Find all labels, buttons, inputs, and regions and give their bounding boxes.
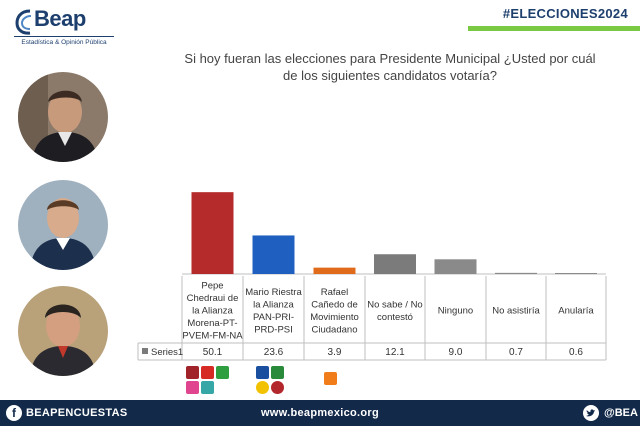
party-logo-fm [186, 381, 199, 394]
value-label-7: 0.6 [569, 347, 583, 358]
bar-2 [252, 235, 295, 274]
category-label-3: Rafael Cañedo de Movimiento Ciudadano [310, 287, 359, 336]
brand-logo: Beap Estadística & Opinión Pública [14, 6, 114, 50]
question-line-1: Si hoy fueran las elecciones para Presid… [184, 51, 596, 66]
series-name: Series1 [151, 347, 183, 358]
twitter-icon[interactable] [583, 405, 599, 421]
party-logo-pt [201, 366, 214, 379]
brand-name: Beap [34, 6, 86, 31]
party-logo-pri [271, 366, 284, 379]
bar-6 [495, 272, 537, 274]
facebook-handle[interactable]: BEAPENCUESTAS [26, 407, 128, 419]
accent-bar [468, 26, 640, 31]
website-link[interactable]: www.beapmexico.org [260, 407, 380, 419]
bar-4 [374, 254, 416, 274]
value-label-1: 50.1 [203, 347, 223, 358]
facebook-icon[interactable]: f [6, 405, 22, 421]
party-logo-pan [256, 366, 269, 379]
category-label-1: Pepe Chedraui de la Alianza Morena-PT-PVEM-… [182, 281, 243, 342]
party-logo-psi [271, 381, 284, 394]
value-label-4: 12.1 [385, 347, 405, 358]
bar-3 [313, 267, 356, 274]
party-logo-prd [256, 381, 269, 394]
category-label-7: Anularía [558, 306, 594, 317]
brand-tagline: Estadística & Opinión Pública [14, 36, 114, 46]
hashtag: #ELECCIONES2024 [502, 6, 628, 21]
twitter-handle[interactable]: @BEA [604, 407, 638, 419]
question-line-2: de los siguientes candidatos votaría? [283, 68, 497, 83]
party-logo-pvem [216, 366, 229, 379]
party-logo-mc [324, 372, 337, 385]
candidate-photo-1 [18, 72, 108, 162]
category-label-4: No sabe / No contestó [367, 299, 422, 323]
party-logo-morena [186, 366, 199, 379]
category-label-6: No asistiría [492, 306, 540, 317]
party-logo-na [201, 381, 214, 394]
candidate-photo-3 [18, 286, 108, 376]
bar-1 [191, 192, 234, 274]
bar-5 [434, 259, 477, 274]
survey-question: Si hoy fueran las elecciones para Presid… [170, 50, 610, 84]
category-label-2: Mario Riestra la Alianza PAN-PRI-PRD-PSI [245, 287, 302, 336]
category-label-5: Ninguno [438, 306, 473, 317]
value-label-5: 9.0 [449, 347, 463, 358]
bar-7 [555, 273, 597, 274]
legend-key [142, 348, 148, 354]
value-label-6: 0.7 [509, 347, 523, 358]
footer: f BEAPENCUESTAS www.beapmexico.org @BEA [0, 400, 640, 426]
value-label-2: 23.6 [264, 347, 284, 358]
value-label-3: 3.9 [328, 347, 342, 358]
candidate-photo-2 [18, 180, 108, 270]
beap-swirl-icon [15, 9, 32, 35]
